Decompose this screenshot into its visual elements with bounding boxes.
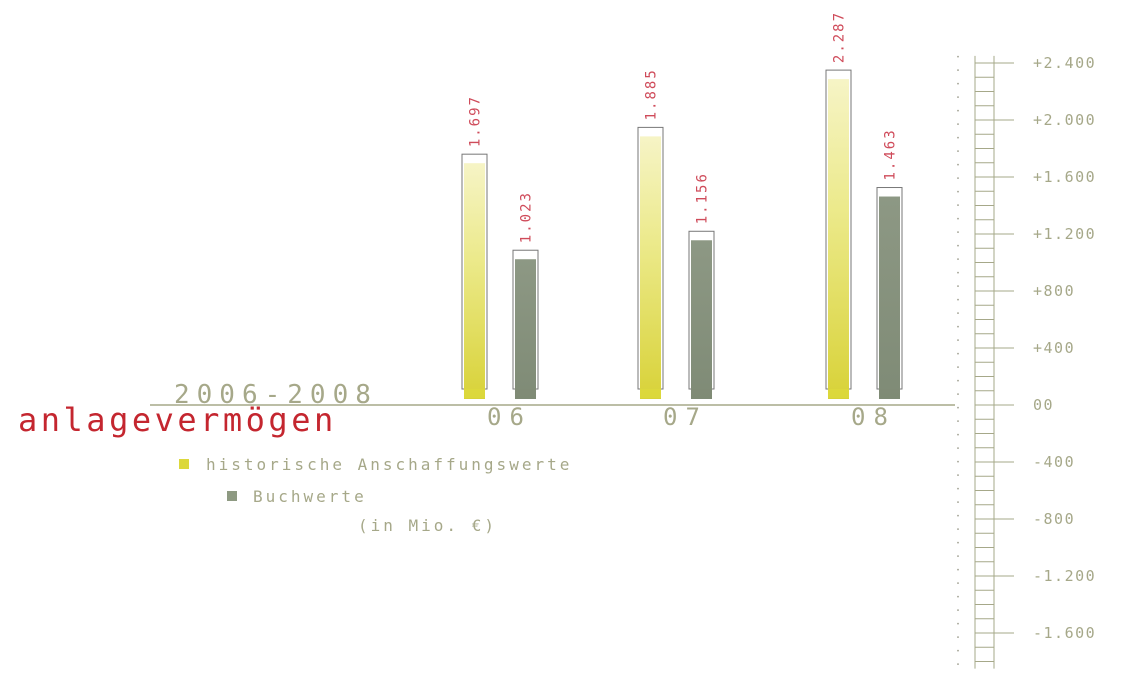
y-tick-label: -1.600 — [1033, 624, 1096, 642]
y-tick-label: +800 — [1033, 282, 1075, 300]
value-label-historische-anschaffungswerte-06: 1.697 — [468, 95, 484, 147]
unit-note: (in Mio. €) — [358, 516, 497, 535]
y-tick-label: +2.000 — [1033, 111, 1096, 129]
legend-swatch-buchwerte — [227, 491, 237, 501]
bar-base-historische-anschaffungswerte-06 — [464, 389, 485, 398]
bar-base-historische-anschaffungswerte-07 — [640, 389, 661, 398]
bar-buchwerte-06 — [515, 259, 536, 399]
y-axis-tick-labels: +2.400 +2.000 +1.600 +1.200 +800 +400 00 -400 -8… — [1033, 54, 1096, 642]
y-tick-label: 00 — [1033, 396, 1054, 414]
chart-title: anlagevermögen — [18, 401, 337, 439]
category-label-07: 07 — [663, 403, 708, 431]
y-tick-label: +1.200 — [1033, 225, 1096, 243]
y-tick-label: -400 — [1033, 453, 1075, 471]
y-tick-label: +2.400 — [1033, 54, 1096, 72]
value-labels-group: 1.697 1.023 1.885 1.156 2.287 1.463 — [468, 11, 899, 243]
value-label-historische-anschaffungswerte-07: 1.885 — [644, 68, 660, 120]
y-axis-ruler — [957, 55, 1014, 669]
bar-historische-anschaffungswerte-07 — [640, 136, 661, 399]
legend-label-buchwerte: Buchwerte — [253, 487, 367, 506]
category-label-06: 06 — [487, 403, 532, 431]
bar-base-historische-anschaffungswerte-08 — [828, 389, 849, 398]
bar-base-buchwerte-07 — [691, 389, 712, 398]
value-label-buchwerte-08: 1.463 — [883, 128, 899, 180]
legend-label-historische-anschaffungswerte: historische Anschaffungswerte — [206, 455, 572, 474]
category-label-08: 08 — [851, 403, 896, 431]
bar-base-buchwerte-06 — [515, 389, 536, 398]
bar-historische-anschaffungswerte-06 — [464, 163, 485, 399]
legend-swatch-historische-anschaffungswerte — [179, 459, 189, 469]
value-label-buchwerte-07: 1.156 — [695, 172, 711, 224]
value-label-historische-anschaffungswerte-08: 2.287 — [832, 11, 848, 63]
y-tick-label: -800 — [1033, 510, 1075, 528]
bar-base-buchwerte-08 — [879, 389, 900, 398]
y-tick-label: -1.200 — [1033, 567, 1096, 585]
bar-buchwerte-07 — [691, 240, 712, 399]
bar-historische-anschaffungswerte-08 — [828, 79, 849, 399]
chart-subtitle: 2006-2008 — [174, 380, 378, 410]
category-labels-group: 06 07 08 — [487, 403, 896, 431]
bar-buchwerte-08 — [879, 196, 900, 399]
bars-group — [461, 69, 903, 399]
value-label-buchwerte-06: 1.023 — [519, 191, 535, 243]
y-tick-label: +400 — [1033, 339, 1075, 357]
y-tick-label: +1.600 — [1033, 168, 1096, 186]
